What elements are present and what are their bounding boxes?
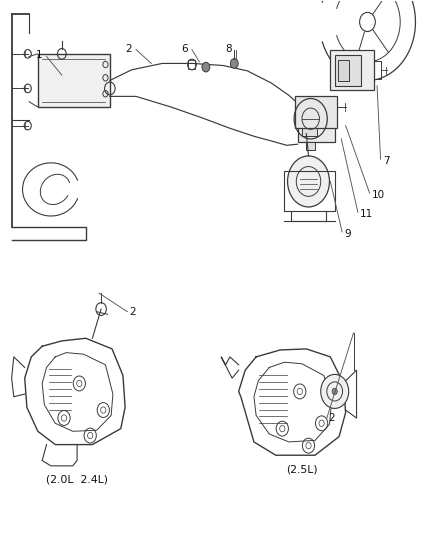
Bar xyxy=(285,171,335,211)
Circle shape xyxy=(202,62,210,72)
Circle shape xyxy=(332,388,337,394)
Text: 6: 6 xyxy=(181,44,187,53)
Text: 2: 2 xyxy=(328,413,335,423)
Text: 7: 7 xyxy=(383,156,389,166)
Bar xyxy=(330,50,374,90)
Bar xyxy=(297,104,335,142)
Bar xyxy=(302,110,317,136)
Circle shape xyxy=(288,156,329,207)
Bar xyxy=(295,96,337,128)
Bar xyxy=(38,54,110,107)
Text: 10: 10 xyxy=(372,190,385,200)
Bar xyxy=(306,142,315,150)
Text: 2: 2 xyxy=(130,306,136,317)
Circle shape xyxy=(230,59,238,68)
Text: 2: 2 xyxy=(125,44,132,53)
Bar xyxy=(335,55,361,86)
Bar xyxy=(338,60,349,82)
Text: 8: 8 xyxy=(226,44,232,53)
Text: 11: 11 xyxy=(360,209,373,220)
Circle shape xyxy=(321,374,349,408)
Text: 1: 1 xyxy=(35,50,42,60)
Text: 9: 9 xyxy=(344,229,351,239)
Text: (2.0L  2.4L): (2.0L 2.4L) xyxy=(46,474,108,484)
Text: (2.5L): (2.5L) xyxy=(286,465,318,474)
